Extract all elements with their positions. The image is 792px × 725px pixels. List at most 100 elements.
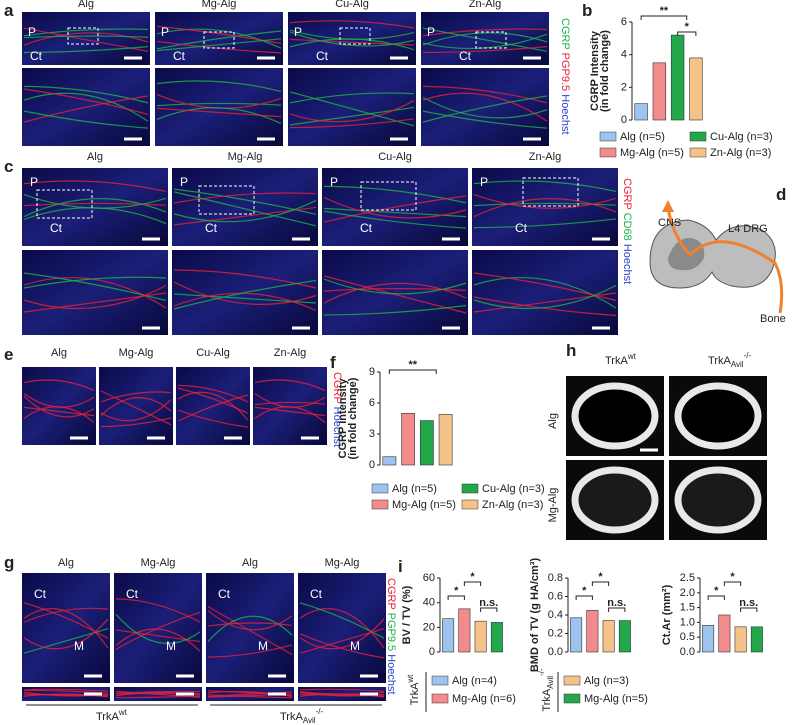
tissue-strand xyxy=(289,118,415,129)
legend-label: Cu-Alg (n=3) xyxy=(482,483,545,495)
sig-label: n.s. xyxy=(739,597,758,609)
region-label: P xyxy=(480,175,488,189)
y-tick-label: 1.5 xyxy=(680,602,695,614)
micrograph xyxy=(206,573,294,683)
sig-bracket xyxy=(608,607,626,612)
legend-swatch xyxy=(689,131,707,142)
panel-label: b xyxy=(582,1,592,20)
y-axis-label: BV / TV (%) xyxy=(401,585,413,644)
y-tick-label: 6 xyxy=(621,16,627,28)
inset-box xyxy=(67,27,99,45)
tissue-strand xyxy=(156,28,282,49)
tissue-strand xyxy=(323,210,467,229)
y-axis-label: CGRP Intensity xyxy=(589,30,601,111)
bone-ring xyxy=(674,382,762,450)
micrograph xyxy=(22,250,168,335)
bar xyxy=(570,617,583,653)
tissue-strand xyxy=(422,28,548,37)
sig-label: * xyxy=(685,21,690,33)
region-label: Ct xyxy=(34,587,47,601)
label-base: TrkA xyxy=(605,355,628,367)
column-label: Mg-Alg xyxy=(202,0,237,10)
bar xyxy=(474,620,487,653)
tissue-strand xyxy=(473,202,617,207)
tissue-strand xyxy=(207,615,293,642)
tissue-strand xyxy=(156,107,282,118)
tissue-strand xyxy=(23,92,149,122)
bar xyxy=(458,608,471,653)
stain-name: CGRP xyxy=(559,18,571,50)
tissue-strand xyxy=(100,390,172,426)
tissue-strand xyxy=(207,606,293,656)
sig-bracket xyxy=(707,595,725,600)
region-label: Ct xyxy=(515,221,528,235)
bar xyxy=(490,622,503,653)
micrograph xyxy=(172,168,318,246)
micrograph xyxy=(472,250,618,335)
stain-legend: CGRP CD68 Hoechst xyxy=(621,178,633,284)
tissue-strand xyxy=(23,276,167,289)
tissue-strand xyxy=(207,694,293,699)
column-label: TrkAAvil-/- xyxy=(708,351,751,369)
y-tick-label: 2 xyxy=(621,81,627,93)
micrograph xyxy=(155,68,283,146)
tissue-strand xyxy=(173,281,317,305)
sig-label: * xyxy=(454,585,459,597)
region-label: P xyxy=(161,25,169,39)
bone-ring xyxy=(674,466,762,534)
tissue-strand xyxy=(289,100,415,123)
label-sub: Avil xyxy=(546,676,555,689)
stain-name: Hoechst xyxy=(621,244,633,284)
sig-bracket xyxy=(740,607,758,612)
tissue-strand xyxy=(473,292,617,313)
tissue-strand xyxy=(289,92,415,104)
sig-label: ** xyxy=(660,5,669,17)
sig-bracket xyxy=(388,369,437,374)
stain-name: CD68 xyxy=(621,213,633,241)
stain-name: CGRP xyxy=(331,372,343,404)
sig-bracket xyxy=(575,595,593,600)
legend-label: Mg-Alg (n=5) xyxy=(584,693,648,705)
legend-label: Alg (n=5) xyxy=(620,131,665,143)
y-tick-label: 0 xyxy=(621,114,627,126)
tissue-strand xyxy=(115,690,201,694)
region-label: M xyxy=(166,639,176,653)
panel-label: h xyxy=(566,341,576,360)
tissue-strand xyxy=(115,614,201,644)
tissue-strand xyxy=(23,628,109,654)
tissue-strand xyxy=(289,38,415,51)
tissue-strand xyxy=(173,188,317,215)
bar xyxy=(652,62,667,121)
micrograph xyxy=(22,168,168,246)
sig-bracket xyxy=(463,581,482,586)
sig-label: * xyxy=(598,571,603,583)
label-sup: -/- xyxy=(537,668,546,676)
column-label: Mg-Alg xyxy=(325,557,360,569)
tissue-strand xyxy=(23,607,109,623)
region-label: Ct xyxy=(30,49,43,63)
tissue-strand xyxy=(323,185,467,204)
region-label: P xyxy=(180,175,188,189)
y-tick-label: 20 xyxy=(423,621,435,633)
diagram-label: Bone xyxy=(760,313,786,325)
tissue-strand xyxy=(100,391,172,403)
column-label: Alg xyxy=(78,0,94,10)
sig-bracket xyxy=(591,581,610,586)
bar xyxy=(634,103,648,121)
bar xyxy=(442,618,455,653)
sig-bracket xyxy=(640,15,688,20)
tissue-strand xyxy=(156,102,282,107)
tissue-strand xyxy=(173,206,317,226)
region-label: Ct xyxy=(50,221,63,235)
legend-label: Mg-Alg (n=5) xyxy=(392,499,456,511)
bar xyxy=(702,625,715,653)
column-label: Mg-Alg xyxy=(141,557,176,569)
tissue-strand xyxy=(289,31,415,47)
micrograph xyxy=(22,367,96,445)
stain-name: PGP9.5 xyxy=(385,613,397,652)
y-tick-label: 9 xyxy=(369,366,375,378)
tissue-strand xyxy=(177,387,249,414)
arrow-head xyxy=(662,200,674,212)
tissue-strand xyxy=(115,629,201,643)
